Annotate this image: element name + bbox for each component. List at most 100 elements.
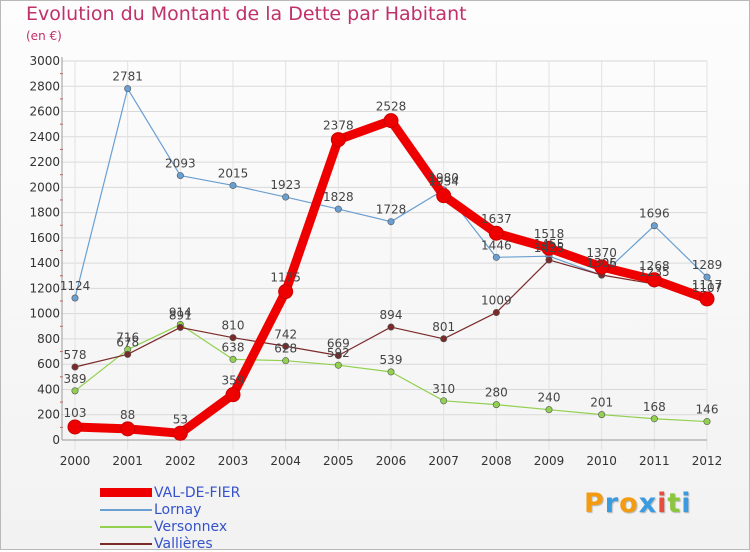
data-point [71, 363, 79, 371]
data-label: 53 [173, 412, 188, 426]
x-tick-label: 2010 [586, 454, 617, 468]
data-point [124, 350, 132, 358]
data-point [229, 355, 237, 363]
x-tick-label: 2009 [534, 454, 565, 468]
x-tick-label: 2008 [481, 454, 512, 468]
data-label: 240 [538, 391, 561, 405]
data-label: 1370 [586, 246, 617, 260]
data-label: 88 [120, 408, 135, 422]
data-point [440, 335, 448, 343]
chart-legend: VAL-DE-FIER Lornay Versonnex Vallières [100, 484, 240, 552]
data-label: 1980 [428, 171, 459, 185]
data-point [387, 218, 395, 226]
data-point [703, 418, 711, 426]
y-tick-label: 200 [37, 408, 60, 422]
data-point [541, 240, 557, 256]
y-tick-label: 0 [52, 433, 60, 447]
data-point [334, 351, 342, 359]
data-label: 146 [696, 403, 719, 417]
logo-letter: P [584, 488, 605, 519]
y-tick-label: 800 [37, 332, 60, 346]
data-label: 1268 [639, 259, 670, 273]
data-label: 539 [380, 353, 403, 367]
data-label: 716 [116, 331, 139, 345]
data-label: 1828 [323, 190, 354, 204]
data-point [598, 411, 606, 419]
y-tick-label: 2000 [29, 180, 60, 194]
data-label: 1637 [481, 212, 512, 226]
x-tick-label: 2011 [639, 454, 670, 468]
data-label: 2528 [376, 100, 407, 114]
proxiti-logo: Proxiti [584, 488, 692, 519]
x-tick-label: 2000 [60, 454, 91, 468]
legend-label: VAL-DE-FIER [154, 484, 241, 501]
data-label: 1107 [692, 281, 723, 295]
legend-item: Lornay [100, 501, 240, 518]
data-label: 914 [169, 306, 192, 320]
data-label: 578 [64, 348, 87, 362]
logo-letter: i [657, 488, 668, 519]
data-point [71, 387, 79, 395]
legend-swatch [100, 525, 152, 528]
y-tick-label: 2800 [29, 79, 60, 93]
data-label: 1425 [534, 241, 565, 255]
data-label: 280 [485, 386, 508, 400]
x-tick-label: 2004 [270, 454, 301, 468]
data-point [120, 421, 136, 437]
x-tick-label: 2007 [428, 454, 459, 468]
data-point [387, 368, 395, 376]
y-tick-label: 1600 [29, 231, 60, 245]
y-tick-label: 400 [37, 382, 60, 396]
data-label: 1518 [534, 227, 565, 241]
legend-item: Versonnex [100, 518, 240, 535]
data-point [545, 406, 553, 414]
data-point [594, 259, 610, 275]
data-label: 1923 [270, 178, 301, 192]
data-point [436, 188, 452, 204]
y-tick-label: 600 [37, 357, 60, 371]
data-point [440, 397, 448, 405]
data-label: 638 [222, 340, 245, 354]
data-point [282, 342, 290, 350]
logo-letter: o [619, 488, 639, 519]
data-point [229, 181, 237, 189]
data-label: 1117 [692, 278, 723, 292]
x-tick-label: 2003 [218, 454, 249, 468]
legend-swatch [100, 488, 152, 497]
legend-swatch [100, 542, 152, 545]
data-label: 592 [327, 346, 350, 360]
data-label: 742 [274, 327, 297, 341]
y-tick-label: 3000 [29, 54, 60, 68]
y-tick-label: 1000 [29, 307, 60, 321]
data-label: 1124 [60, 279, 91, 293]
data-label: 2378 [323, 119, 354, 133]
legend-item: VAL-DE-FIER [100, 484, 240, 501]
logo-letter: r [604, 488, 620, 519]
data-label: 810 [222, 319, 245, 333]
data-label: 359 [222, 374, 245, 388]
data-point [387, 323, 395, 331]
data-point [176, 172, 184, 180]
data-label: 1175 [270, 271, 301, 285]
data-point [71, 294, 79, 302]
data-point [225, 387, 241, 403]
y-tick-label: 2400 [29, 130, 60, 144]
logo-letter: i [681, 488, 692, 519]
legend-label: Versonnex [154, 518, 228, 535]
data-label: 1446 [481, 238, 512, 252]
data-label: 2015 [218, 166, 249, 180]
data-point [278, 284, 294, 300]
data-label: 1289 [692, 258, 723, 272]
data-label: 201 [590, 396, 613, 410]
legend-item: Vallières [100, 535, 240, 552]
data-label: 1305 [586, 256, 617, 270]
x-tick-label: 2002 [165, 454, 196, 468]
data-label: 1728 [376, 203, 407, 217]
data-point [330, 132, 346, 148]
chart-title: Evolution du Montant de la Dette par Hab… [26, 3, 467, 25]
data-point [545, 256, 553, 264]
y-tick-label: 2600 [29, 105, 60, 119]
legend-swatch [100, 508, 152, 511]
data-label: 678 [116, 335, 139, 349]
